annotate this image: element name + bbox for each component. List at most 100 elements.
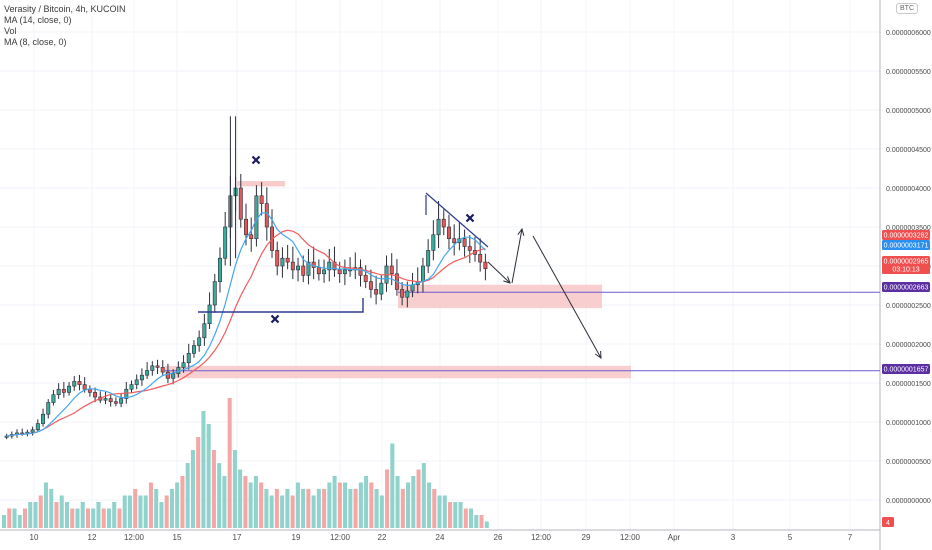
candle-body: [301, 265, 306, 276]
volume-tag-label: 4: [886, 520, 890, 527]
x-tick-label: 12:00: [124, 533, 145, 542]
volume-bar: [28, 502, 33, 528]
volume-bar: [353, 489, 358, 528]
volume-bar: [185, 463, 190, 528]
candle-body: [400, 289, 405, 298]
volume-tag-bg: [882, 517, 894, 527]
arrow-down-long-head: [594, 350, 602, 360]
candle-body: [82, 384, 87, 390]
candle-body: [431, 234, 436, 251]
volume-bar: [280, 495, 285, 528]
volume-bar: [54, 502, 59, 528]
volume-bar: [264, 489, 269, 528]
candle-body: [56, 388, 61, 395]
candle-body: [290, 261, 295, 271]
volume-bar: [421, 463, 426, 528]
volume-bar: [379, 495, 384, 528]
volume-bar: [201, 411, 206, 528]
candle-body: [322, 269, 327, 275]
volume-bar: [80, 502, 85, 528]
chart-legend: Verasity / Bitcoin, 4h, KUCOIN MA (14, c…: [4, 4, 126, 48]
x-tick-label: 7: [848, 533, 853, 542]
volume-bar: [243, 476, 248, 528]
candle-body: [87, 388, 92, 393]
y-tick-label: 0.0000004000: [886, 186, 931, 193]
volume-bar: [290, 495, 295, 528]
x-tick-label: 17: [233, 533, 242, 542]
candle-body: [51, 394, 56, 403]
price-tag-bg: [882, 240, 930, 250]
candle-body: [306, 261, 311, 276]
volume-bar: [85, 508, 91, 528]
volume-bar: [369, 482, 374, 528]
price-tag-bg: [882, 364, 930, 374]
candle-body: [249, 234, 254, 240]
volume-bar: [70, 508, 75, 528]
x-tick-label: 15: [173, 533, 182, 542]
candle-body: [67, 385, 72, 393]
price-tag-label: 0.0000002965: [884, 259, 929, 266]
candle-body: [483, 261, 488, 270]
volume-bar: [232, 450, 237, 528]
candle-body: [342, 269, 347, 275]
volume-bar: [64, 502, 70, 528]
price-tag-bg: [882, 282, 930, 292]
candle-body: [181, 362, 186, 368]
volume-bar: [143, 495, 148, 528]
y-tick-label: 0.0000006000: [886, 30, 931, 37]
volume-bar: [17, 515, 22, 528]
y-tick-label: 0.0000005000: [886, 108, 931, 115]
volume-bar: [217, 463, 222, 528]
candle-body: [223, 226, 228, 259]
volume-bar: [175, 482, 180, 528]
x-mark-peak: [251, 155, 261, 165]
volume-bar: [295, 482, 300, 528]
volume-bar: [238, 469, 243, 528]
volume-bar: [190, 450, 195, 528]
candle-body: [379, 282, 384, 295]
volume-bar: [38, 495, 43, 528]
volume-bar: [364, 476, 369, 528]
volume-bar: [322, 489, 327, 528]
candle-body: [150, 365, 155, 371]
candle-body: [202, 323, 207, 339]
candle-body: [165, 371, 170, 379]
candle-body: [61, 388, 66, 393]
arrow-up-head: [517, 227, 525, 236]
volume-bar: [311, 495, 316, 528]
arrow-down-short-head: [503, 276, 511, 284]
volume-bar: [253, 476, 258, 528]
volume-bar: [196, 437, 201, 528]
x-tick-label: Apr: [668, 533, 681, 542]
candle-body: [41, 413, 45, 424]
volume-bar: [164, 495, 169, 528]
x-axis-labels: 10 12 12:00 15 17 19 12:00 22 24 26 12:00 29 12:00 Ap…: [30, 533, 853, 542]
volume-bar: [432, 489, 437, 528]
x-tick-label: 22: [378, 533, 387, 542]
currency-badge[interactable]: BTC: [896, 3, 918, 14]
price-tag-bg: [882, 230, 930, 240]
y-tick-label: 0.0000000000: [886, 498, 931, 505]
candle-body: [139, 374, 144, 381]
volume-bar: [306, 489, 311, 528]
volume-bar: [2, 515, 7, 528]
volume-bar: [22, 508, 28, 528]
volume-bar: [416, 469, 421, 528]
volume-bar: [479, 515, 484, 528]
y-tick-label: 0.0000004500: [886, 147, 931, 154]
volume-bar: [337, 482, 342, 528]
volume-bar: [206, 424, 211, 528]
volume-bar: [259, 482, 264, 528]
candle-body: [280, 257, 285, 267]
volume-bar: [269, 495, 274, 528]
legend-ma8: MA (8, close, 0): [4, 37, 67, 47]
volume-bar: [442, 495, 447, 528]
candle-body: [467, 246, 472, 251]
volume-bar: [96, 502, 101, 528]
price-tag: 03:10:13: [882, 264, 930, 274]
candle-body: [155, 365, 160, 368]
y-tick-label: 0.0000001500: [886, 381, 931, 388]
x-tick-label: 24: [436, 533, 445, 542]
volume-bar: [390, 443, 395, 528]
